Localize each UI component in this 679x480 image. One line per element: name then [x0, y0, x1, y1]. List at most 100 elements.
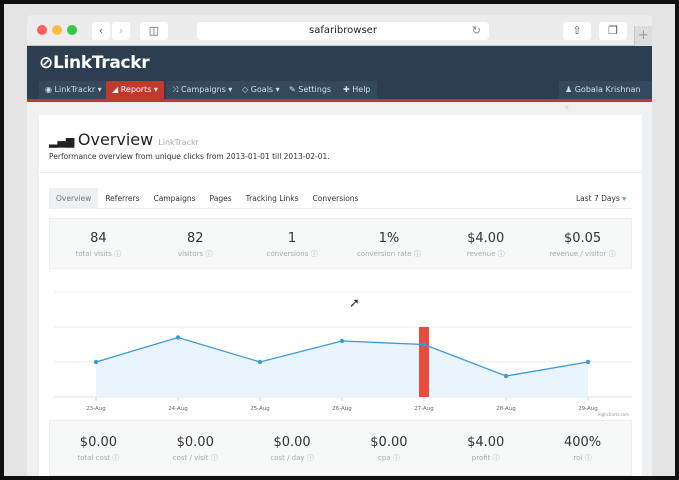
x-tick-label: 29-Aug: [578, 406, 598, 412]
tab-conversions[interactable]: Conversions: [306, 188, 366, 209]
highlight-bar: [419, 327, 429, 397]
info-icon[interactable]: ⓘ: [205, 250, 212, 258]
tab-campaigns[interactable]: Campaigns: [147, 188, 203, 209]
logo-icon: ⊘: [39, 53, 53, 73]
nav-linktrackr[interactable]: ◉ LinkTrackr ▾: [39, 81, 108, 99]
new-tab-button[interactable]: +: [634, 26, 652, 46]
data-point: [94, 360, 98, 364]
globe-icon: ◉: [45, 85, 55, 94]
title-sub: LinkTrackr: [158, 138, 199, 147]
user-name: Gobala Krishnan ▾: [565, 85, 641, 112]
caret-down-icon: ▾: [622, 194, 626, 203]
logo[interactable]: ⊘LinkTrackr: [39, 53, 149, 73]
x-tick-label: 27-Aug: [414, 406, 434, 412]
nav-label: LinkTrackr ▾: [55, 85, 102, 94]
data-point: [258, 360, 262, 364]
minimize-button[interactable]: [52, 25, 62, 35]
stat-label: conversions ⓘ: [244, 249, 341, 259]
stat-label-text: revenue: [467, 250, 496, 258]
url-text: safaribrowser: [309, 25, 377, 36]
info-icon[interactable]: ⓘ: [585, 454, 592, 462]
info-icon[interactable]: ⓘ: [493, 454, 500, 462]
nav-goals[interactable]: ◇ Goals ▾: [236, 81, 286, 99]
app-header: ⊘LinkTrackr ◉ LinkTrackr ▾ ◢ Reports ▾ ⤨…: [27, 46, 652, 102]
info-icon[interactable]: ⓘ: [498, 250, 505, 258]
tab-referrers[interactable]: Referrers: [98, 188, 146, 209]
title-text: Overview: [78, 130, 153, 149]
browser-window: ‹ › ◫ safaribrowser↻ ⇧ ❐ + ⊘LinkTrackr ◉…: [27, 15, 652, 476]
stat-value: 84: [50, 231, 147, 246]
nav-reports[interactable]: ◢ Reports ▾: [106, 81, 164, 99]
stat-label: visitors ⓘ: [147, 249, 244, 259]
info-icon[interactable]: ⓘ: [211, 454, 218, 462]
stat-label-text: total cost: [77, 454, 110, 462]
maximize-button[interactable]: [67, 25, 77, 35]
info-icon[interactable]: ⓘ: [609, 250, 616, 258]
data-point: [176, 335, 180, 339]
user-icon: ♟: [565, 85, 575, 94]
stat-label: cost / visit ⓘ: [147, 453, 244, 463]
nav-label: Settings: [298, 85, 331, 94]
stat-label-text: revenue / visitor: [549, 250, 606, 258]
diamond-icon: ◇: [242, 85, 251, 94]
sidebar-icon[interactable]: ◫: [140, 22, 168, 40]
report-tabs: Overview Referrers Campaigns Pages Track…: [49, 188, 632, 209]
stats-top: 84 total visits ⓘ 82 visitors ⓘ1 conversions…: [49, 218, 632, 269]
stat-cost-visit: $0.00 cost / visit ⓘ: [147, 435, 244, 475]
x-tick-label: 26-Aug: [332, 406, 352, 412]
forward-icon[interactable]: ›: [112, 22, 130, 40]
stat-value: $4.00: [437, 435, 534, 450]
stat-cost-day: $0.00cost / day ⓘ: [244, 435, 341, 475]
browser-toolbar: ‹ › ◫ safaribrowser ↻ ⇧ ❐ +: [27, 15, 652, 46]
nav-settings[interactable]: ✎ Settings: [283, 81, 337, 99]
info-icon[interactable]: ⓘ: [414, 250, 421, 258]
info-icon[interactable]: ⓘ: [114, 250, 121, 258]
divider: [39, 172, 642, 173]
tab-tracking-links[interactable]: Tracking Links: [239, 188, 306, 209]
stat-value: 82: [147, 231, 244, 246]
desktop: ‹ › ◫ safaribrowser↻ ⇧ ❐ + ⊘LinkTrackr ◉…: [4, 4, 675, 476]
stat-label: roi ⓘ: [534, 453, 631, 463]
nav-label: Goals ▾: [251, 85, 280, 94]
info-icon[interactable]: ⓘ: [311, 250, 318, 258]
address-bar[interactable]: safaribrowser ↻: [197, 22, 489, 40]
stat-revenue: $4.00revenue ⓘ: [437, 231, 534, 268]
nav-help[interactable]: ✚ Help: [337, 81, 377, 99]
reload-icon[interactable]: ↻: [472, 22, 481, 40]
stat-label-text: conversions: [267, 250, 309, 258]
wrench-icon: ✎: [289, 85, 298, 94]
stat-visitors: 82 visitors ⓘ: [147, 231, 244, 268]
close-button[interactable]: [37, 25, 47, 35]
data-point: [422, 342, 426, 346]
tab-overview[interactable]: Overview: [49, 188, 98, 209]
date-range-dropdown[interactable]: Last 7 Days ▾: [576, 188, 626, 209]
stat-conversions: 1 conversions ⓘ: [244, 231, 341, 268]
info-icon[interactable]: ⓘ: [112, 454, 119, 462]
info-icon[interactable]: ⓘ: [307, 454, 314, 462]
stat-value: 1: [244, 231, 341, 246]
signal-icon: ▂▄▆: [49, 135, 78, 148]
nav-label: Reports ▾: [121, 85, 158, 94]
area-fill: [96, 338, 588, 398]
stat-value: $0.00: [340, 435, 437, 450]
tab-pages[interactable]: Pages: [203, 188, 239, 209]
page-subtitle: Performance overview from unique clicks …: [49, 152, 330, 161]
nav-label: Help: [352, 85, 370, 94]
user-menu[interactable]: ♟ Gobala Krishnan ▾: [559, 81, 652, 99]
nav-campaigns[interactable]: ⤨ Campaigns ▾: [166, 81, 238, 99]
stat-value: 1%: [340, 231, 437, 246]
stat-profit: $4.00profit ⓘ: [437, 435, 534, 475]
info-icon[interactable]: ⓘ: [393, 454, 400, 462]
stat-total-visits: 84 total visits ⓘ: [50, 231, 147, 268]
stat-label-text: cost / visit: [173, 454, 209, 462]
x-tick-label: 23-Aug: [86, 406, 106, 412]
stat-value: $0.00: [147, 435, 244, 450]
mouse-cursor-icon: ➚: [349, 296, 360, 311]
share-icon[interactable]: ⇧: [563, 22, 591, 40]
tabs-icon[interactable]: ❐: [599, 22, 627, 40]
range-label: Last 7 Days: [576, 194, 620, 203]
stat-label-text: total visits: [76, 250, 112, 258]
stat-label: cpa ⓘ: [340, 453, 437, 463]
stat-label-text: cost / day: [270, 454, 304, 462]
back-icon[interactable]: ‹: [92, 22, 110, 40]
